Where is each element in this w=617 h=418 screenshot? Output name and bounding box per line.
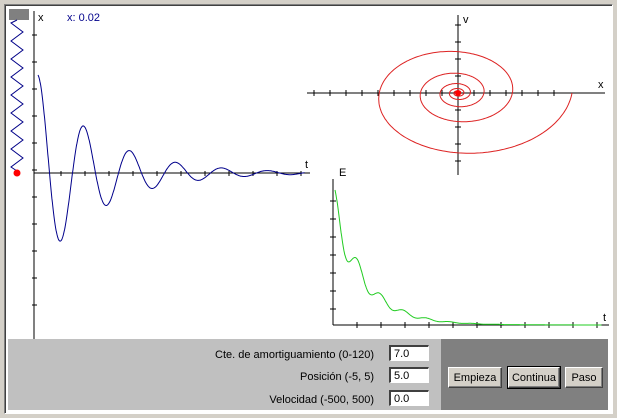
continue-button[interactable]: Continua bbox=[507, 366, 561, 389]
start-button[interactable]: Empieza bbox=[448, 367, 502, 388]
phase-series-line bbox=[378, 50, 573, 154]
control-panel: Cte. de amortiguamiento (0-120) Posición… bbox=[8, 339, 608, 410]
energy-ticks bbox=[330, 200, 598, 328]
oscillation-chart: x t bbox=[32, 11, 310, 339]
oscillation-x-label: t bbox=[305, 159, 308, 171]
energy-series-line bbox=[334, 189, 602, 326]
spring-coil bbox=[10, 19, 24, 172]
position-input[interactable] bbox=[389, 367, 429, 383]
velocity-input[interactable] bbox=[389, 390, 429, 406]
energy-chart: E t bbox=[330, 167, 609, 328]
energy-y-label: E bbox=[339, 167, 346, 179]
phase-x-label: x bbox=[598, 79, 604, 91]
mass-dot-icon[interactable] bbox=[13, 169, 21, 177]
phase-ticks bbox=[313, 24, 555, 162]
energy-x-label: t bbox=[603, 312, 606, 324]
oscillation-series-line bbox=[37, 74, 305, 242]
simulation-frame: x t x: 0.02 v x E t bbox=[4, 4, 613, 414]
position-readout: x: 0.02 bbox=[67, 12, 100, 24]
oscillation-y-label: x bbox=[38, 12, 44, 24]
damping-input[interactable] bbox=[389, 345, 429, 361]
damping-label: Cte. de amortiguamiento (0-120) bbox=[215, 349, 374, 361]
phase-y-label: v bbox=[463, 14, 469, 26]
spring-icon bbox=[10, 19, 24, 172]
simulation-canvas: x t x: 0.02 v x E t bbox=[9, 9, 609, 339]
button-panel: Empieza Continua Paso bbox=[441, 339, 608, 410]
velocity-label: Velocidad (-500, 500) bbox=[269, 394, 374, 406]
phase-space-chart: v x bbox=[307, 14, 605, 175]
spring-handle-icon[interactable] bbox=[9, 9, 29, 20]
step-button[interactable]: Paso bbox=[565, 367, 603, 388]
phase-current-point bbox=[455, 90, 461, 96]
position-label: Posición (-5, 5) bbox=[300, 371, 374, 383]
